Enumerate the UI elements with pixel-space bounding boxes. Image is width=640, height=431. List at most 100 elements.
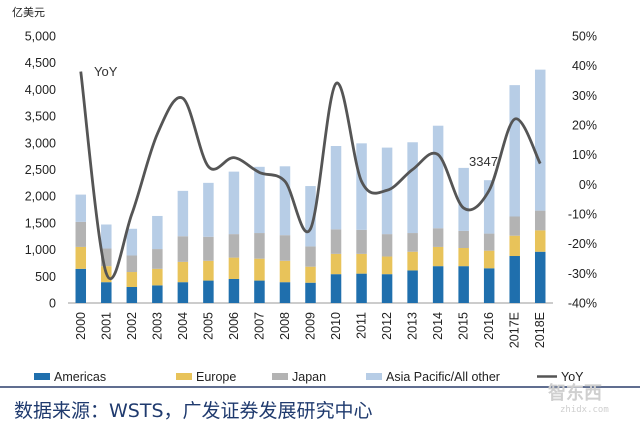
bars-layer bbox=[75, 69, 546, 303]
bar-japan-2017E bbox=[509, 216, 520, 236]
left-axis-unit: 亿美元 bbox=[12, 6, 45, 19]
category-label: 2010 bbox=[329, 312, 343, 340]
source-note: 数据来源：WSTS，广发证券发展研究中心 bbox=[14, 400, 373, 422]
bar-americas-2002 bbox=[126, 286, 138, 303]
right-tick-label: 40% bbox=[572, 59, 597, 73]
category-label: 2016 bbox=[482, 312, 496, 340]
bar-asia-pacific-all-other-2008 bbox=[279, 166, 291, 236]
right-tick-label: -40% bbox=[568, 297, 597, 311]
bar-americas-2005 bbox=[203, 280, 214, 303]
bar-japan-2000 bbox=[75, 221, 87, 247]
legend-swatch-japan bbox=[272, 373, 288, 380]
category-label: 2011 bbox=[355, 312, 369, 339]
bar-japan-2003 bbox=[152, 249, 163, 269]
bar-americas-2008 bbox=[279, 282, 291, 303]
left-axis-ticks: 0 500 1,000 1,500 2,000 2,500 3,000 3,500 4,000 4… bbox=[25, 30, 56, 311]
bar-japan-2015 bbox=[458, 230, 469, 248]
right-tick-label: 30% bbox=[572, 89, 597, 103]
bar-asia-pacific-all-other-2004 bbox=[177, 190, 189, 237]
watermark-url: zhidx.com bbox=[560, 405, 609, 415]
bar-asia-pacific-all-other-2011 bbox=[356, 143, 367, 230]
bar-europe-2012 bbox=[381, 256, 393, 275]
bar-americas-2001 bbox=[101, 282, 112, 303]
bar-europe-2000 bbox=[75, 246, 87, 269]
bar-americas-2014 bbox=[432, 266, 444, 303]
bar-americas-2006 bbox=[228, 278, 240, 303]
category-labels: 2000 2001 2002 2003 2004 2005 2006 2007 2008 2009… bbox=[74, 312, 547, 348]
bar-japan-2014 bbox=[432, 228, 444, 247]
bar-americas-2013 bbox=[407, 270, 418, 303]
bar-asia-pacific-all-other-2005 bbox=[203, 182, 214, 237]
category-label: 2002 bbox=[125, 312, 139, 340]
bar-japan-2008 bbox=[279, 235, 291, 261]
bar-americas-2018E bbox=[534, 251, 546, 303]
bar-europe-2017E bbox=[509, 235, 520, 257]
right-tick-label: 0% bbox=[579, 178, 597, 192]
bar-europe-2005 bbox=[203, 260, 214, 281]
bar-europe-2002 bbox=[126, 272, 138, 287]
bar-asia-pacific-all-other-2001 bbox=[101, 224, 112, 249]
right-axis-ticks: -40% -30% -20% -10% 0% 10% 20% 30% 40% 50% bbox=[568, 30, 597, 311]
category-label: 2004 bbox=[176, 312, 190, 340]
bar-americas-2017E bbox=[509, 256, 520, 303]
category-label: 2009 bbox=[304, 312, 318, 340]
bar-japan-2018E bbox=[534, 210, 546, 231]
bar-asia-pacific-all-other-2013 bbox=[407, 142, 418, 234]
right-tick-label: 10% bbox=[572, 148, 597, 162]
bar-asia-pacific-all-other-2009 bbox=[305, 186, 316, 247]
category-label: 2003 bbox=[150, 312, 164, 340]
bar-asia-pacific-all-other-2007 bbox=[254, 166, 265, 234]
legend-swatch-americas bbox=[34, 373, 50, 380]
left-tick-label: 500 bbox=[35, 270, 56, 284]
right-tick-label: 20% bbox=[572, 119, 597, 133]
legend-label-japan: Japan bbox=[292, 370, 326, 384]
bar-asia-pacific-all-other-2017E bbox=[509, 85, 520, 217]
left-tick-label: 4,500 bbox=[25, 56, 56, 70]
legend-label-americas: Americas bbox=[54, 370, 106, 384]
bar-asia-pacific-all-other-2000 bbox=[75, 194, 87, 222]
bar-japan-2010 bbox=[330, 229, 342, 254]
left-tick-label: 0 bbox=[49, 297, 56, 311]
category-label: 2012 bbox=[380, 312, 394, 340]
bar-asia-pacific-all-other-2003 bbox=[152, 215, 163, 250]
right-tick-label: -10% bbox=[568, 208, 597, 222]
watermark-logo: 智东西 bbox=[548, 382, 602, 404]
category-label: 2006 bbox=[227, 312, 241, 340]
bar-japan-2007 bbox=[254, 233, 265, 259]
yoy-annotation: YoY bbox=[94, 64, 118, 79]
bar-americas-2000 bbox=[75, 268, 87, 303]
bar-europe-2014 bbox=[432, 246, 444, 267]
value-annotation-3347: 3347 bbox=[469, 154, 498, 169]
left-tick-label: 3,000 bbox=[25, 136, 56, 150]
bar-americas-2007 bbox=[254, 280, 265, 303]
bar-americas-2004 bbox=[177, 282, 189, 303]
yoy-line bbox=[79, 71, 542, 281]
bar-asia-pacific-all-other-2010 bbox=[330, 146, 342, 230]
left-tick-label: 2,500 bbox=[25, 163, 56, 177]
bar-japan-2011 bbox=[356, 229, 367, 254]
bar-japan-2013 bbox=[407, 233, 418, 252]
bar-asia-pacific-all-other-2016 bbox=[483, 180, 495, 234]
bar-europe-2015 bbox=[458, 247, 469, 267]
bar-europe-2013 bbox=[407, 251, 418, 271]
bar-europe-2018E bbox=[534, 230, 546, 252]
bar-americas-2016 bbox=[483, 268, 495, 303]
bar-japan-2001 bbox=[101, 248, 112, 267]
category-label: 2017E bbox=[508, 312, 522, 348]
bar-americas-2010 bbox=[330, 274, 342, 303]
bar-europe-2004 bbox=[177, 261, 189, 283]
category-label: 2000 bbox=[74, 312, 88, 340]
bar-europe-2007 bbox=[254, 258, 265, 281]
bar-asia-pacific-all-other-2018E bbox=[534, 69, 546, 211]
bar-japan-2002 bbox=[126, 255, 138, 273]
left-tick-label: 2,000 bbox=[25, 190, 56, 204]
legend: Americas Europe Japan Asia Pacific/All othe… bbox=[34, 370, 584, 384]
category-label: 2014 bbox=[431, 312, 445, 340]
bar-americas-2015 bbox=[458, 266, 469, 303]
bar-europe-2010 bbox=[330, 253, 342, 275]
category-label: 2015 bbox=[457, 312, 471, 340]
bar-americas-2012 bbox=[381, 274, 393, 303]
bar-europe-2006 bbox=[228, 257, 240, 279]
bar-americas-2003 bbox=[152, 285, 163, 303]
bar-japan-2016 bbox=[483, 233, 495, 251]
